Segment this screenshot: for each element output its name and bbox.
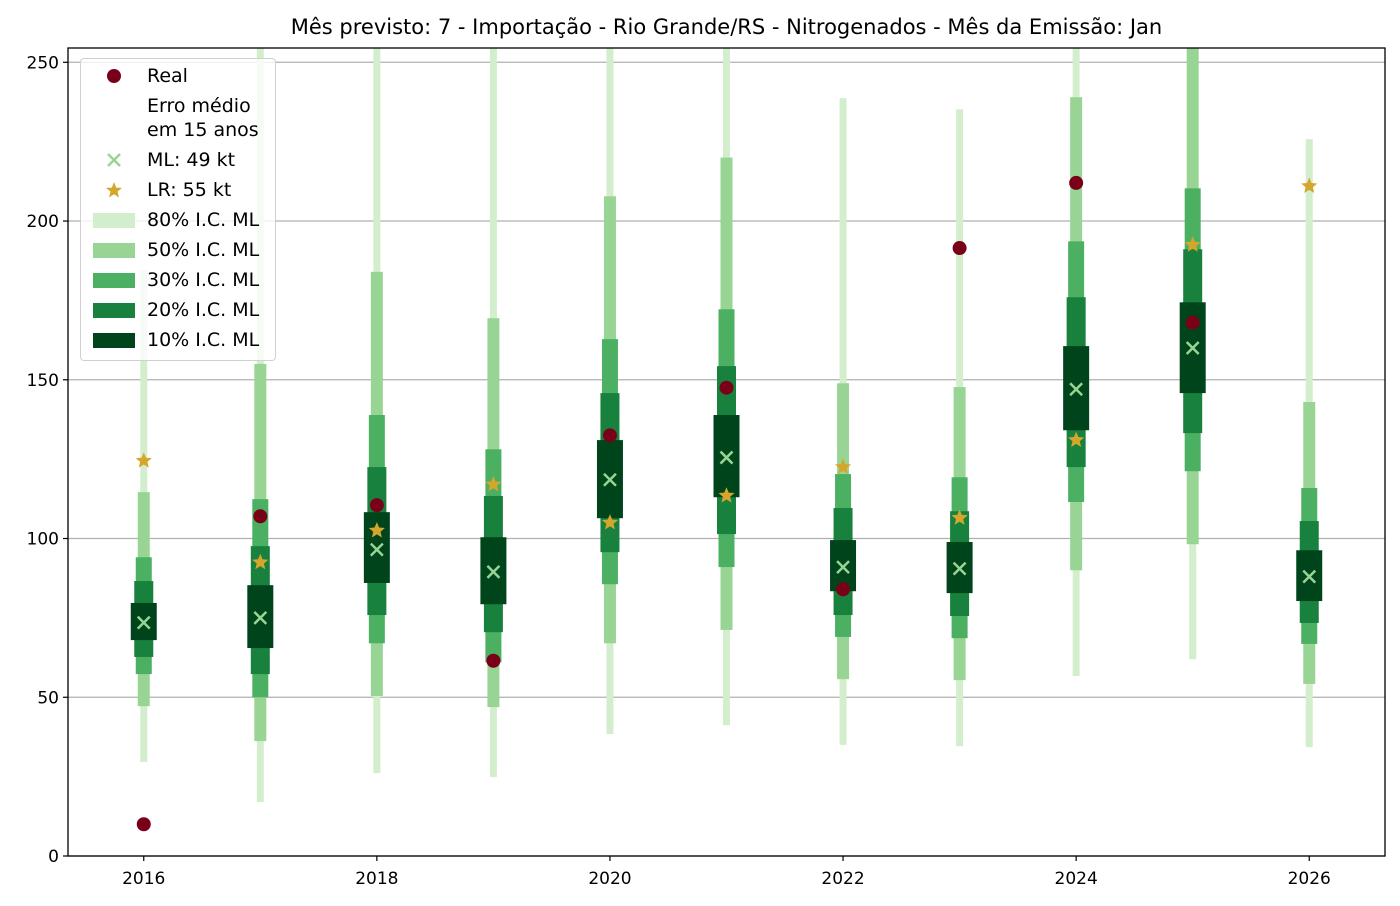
lr-point [368,522,385,538]
lr-star-icon [106,182,122,198]
legend: Real Erro médio em 15 anos ML: 49 kt LR:… [80,58,276,361]
lr-point [835,458,852,474]
real-point [136,817,151,832]
plot-area [130,48,1323,832]
ml-point [719,450,734,465]
y-tick-label: 0 [48,847,59,867]
y-tick-label: 50 [37,688,59,708]
ml-point [136,615,151,630]
real-point [369,498,384,513]
chart-title: Mês previsto: 7 - Importação - Rio Grand… [291,15,1162,39]
ml-point [952,561,967,576]
ci30-swatch [93,272,135,288]
legend-label: LR: 55 kt [147,179,232,201]
legend-item-ci20: 20% I.C. ML [81,298,259,322]
x-tick-label: 2026 [1288,869,1331,889]
ml-point [486,564,501,579]
ci50-swatch [93,242,135,258]
real-point [486,653,501,668]
legend-item-ci80: 80% I.C. ML [81,208,259,232]
ml-x-icon [107,153,121,167]
real-point [1069,175,1084,190]
lr-point [135,452,152,468]
lr-point [601,514,618,530]
legend-label: ML: 49 kt [147,149,236,171]
legend-item-lr: LR: 55 kt [81,178,231,202]
ci10-swatch [93,332,135,348]
legend-item-real: Real [81,64,188,88]
lr-point [951,509,968,525]
x-tick-label: 2018 [355,869,398,889]
legend-item-ml: ML: 49 kt [81,148,235,172]
ml-point [253,611,268,625]
legend-label: 20% I.C. ML [147,299,260,321]
legend-label: Erro médio em 15 anos [147,95,259,141]
x-tick-label: 2022 [821,869,864,889]
lr-point [1184,236,1201,252]
ml-point [603,472,617,487]
ml-point [1302,569,1317,584]
lr-point [485,476,502,492]
ci20-swatch [93,302,135,318]
x-tick-label: 2016 [122,869,165,889]
real-point [836,582,851,597]
real-point [952,241,967,256]
ml-point [836,560,850,574]
y-tick-label: 150 [27,371,59,391]
real-point [719,380,734,395]
real-point [602,428,617,443]
ml-point [1185,341,1200,355]
legend-label: Real [147,65,188,87]
y-tick-label: 250 [27,53,59,73]
legend-item-ci10: 10% I.C. ML [81,328,259,352]
y-tick-label: 200 [27,212,59,232]
ci80-swatch [93,212,135,228]
lr-point [1301,177,1318,193]
real-point [1185,315,1200,330]
real-marker-icon [107,69,121,83]
legend-label: 30% I.C. ML [147,269,260,291]
plot-frame [67,47,1386,857]
legend-label: 80% I.C. ML [147,209,260,231]
lr-point [1068,431,1085,447]
legend-label: 10% I.C. ML [147,329,260,351]
ml-point [369,542,384,557]
real-point [253,509,268,524]
y-tick-label: 100 [27,530,59,550]
legend-item-ci50: 50% I.C. ML [81,238,259,262]
x-tick-label: 2024 [1055,869,1098,889]
ml-point [1069,382,1084,397]
legend-item-ci30: 30% I.C. ML [81,268,259,292]
lr-point [252,553,269,570]
legend-item-error-header: Erro médio em 15 anos [81,94,259,142]
legend-label: 50% I.C. ML [147,239,260,261]
x-tick-label: 2020 [588,869,631,889]
lr-point [718,487,735,503]
